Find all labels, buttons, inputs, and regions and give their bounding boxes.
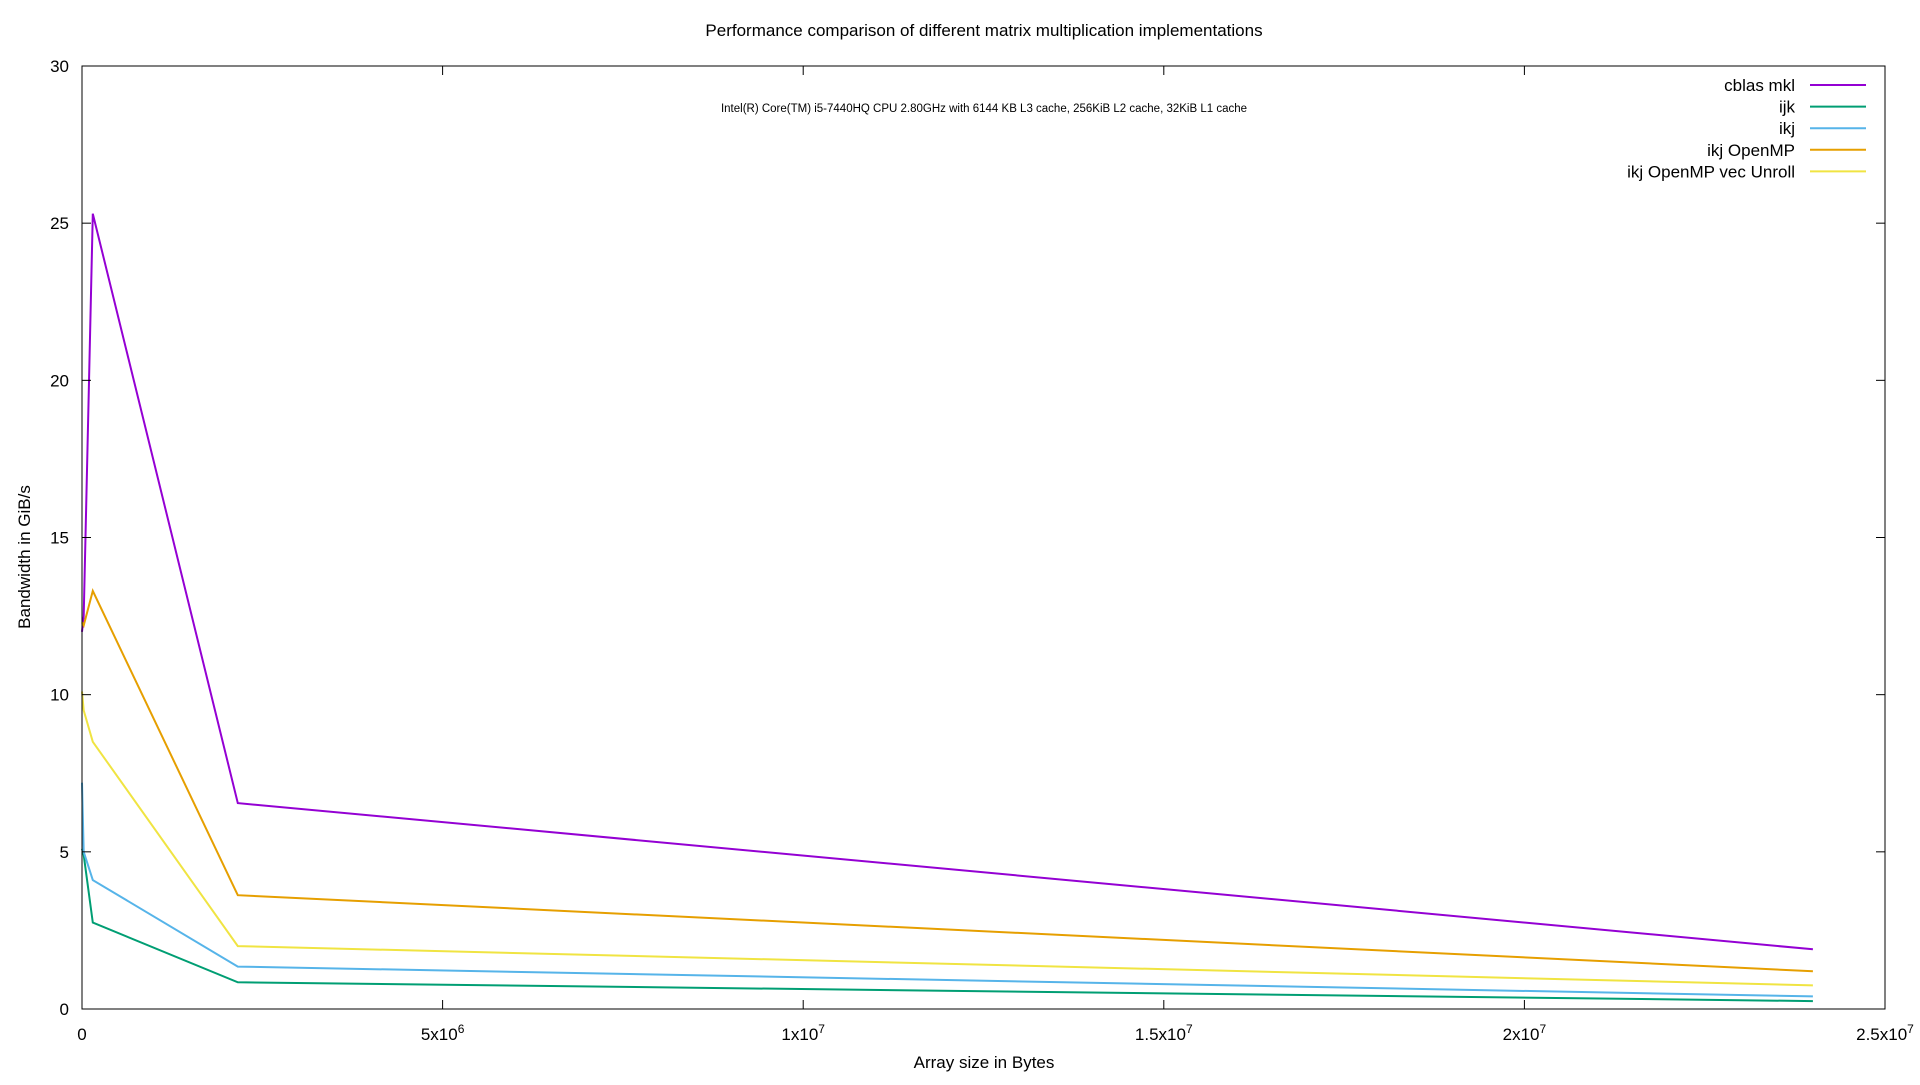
y-axis-label: Bandwidth in GiB/s [15,485,34,629]
y-tick-label-4: 20 [50,371,69,390]
chart-title: Performance comparison of different matr… [705,21,1262,40]
x-tick-exponent-4: 7 [1539,1022,1546,1036]
x-tick-label-0: 0 [77,1025,86,1044]
x-axis-label: Array size in Bytes [914,1053,1055,1072]
legend-label-2: ikj [1779,119,1795,138]
x-tick-exponent-3: 7 [1186,1022,1193,1036]
x-tick-label-2: 1x107 [781,1022,825,1044]
x-tick-label-4: 2x107 [1503,1022,1547,1044]
legend-label-1: ijk [1779,98,1796,117]
x-tick-exponent-2: 7 [818,1022,825,1036]
series-line-0 [81,213,1813,951]
series-lines [81,213,1813,1003]
legend: cblas mkl ijk ikj ikj OpenMP ikj OpenMP vec … [1627,76,1866,181]
legend-label-3: ikj OpenMP [1707,141,1795,160]
x-tick-label-3: 1.5x107 [1135,1022,1193,1044]
y-tick-label-1: 5 [60,843,69,862]
y-tick-label-3: 15 [50,529,69,548]
series-line-4 [81,691,1813,987]
legend-label-0: cblas mkl [1724,76,1795,95]
y-tick-label-5: 25 [50,214,69,233]
x-tick-label-1: 5x106 [421,1022,465,1044]
series-line-3 [81,588,1813,973]
y-tick-label-2: 10 [50,686,69,705]
y-tick-label-6: 30 [50,57,69,76]
y-tick-label-0: 0 [60,1000,69,1019]
x-tick-exponent-5: 7 [1907,1022,1914,1036]
legend-label-4: ikj OpenMP vec Unroll [1627,162,1795,181]
chart-subtitle: Intel(R) Core(TM) i5-7440HQ CPU 2.80GHz … [721,103,1247,115]
plot-border [81,65,1886,1010]
axes: 0 5 10 15 20 25 30 0 5x106 1x107 1.5x107 2x107 2.5x1… [50,57,1914,1044]
x-tick-exponent-1: 6 [458,1022,465,1036]
x-tick-label-5: 2.5x107 [1856,1022,1914,1044]
series-line-2 [81,782,1813,998]
